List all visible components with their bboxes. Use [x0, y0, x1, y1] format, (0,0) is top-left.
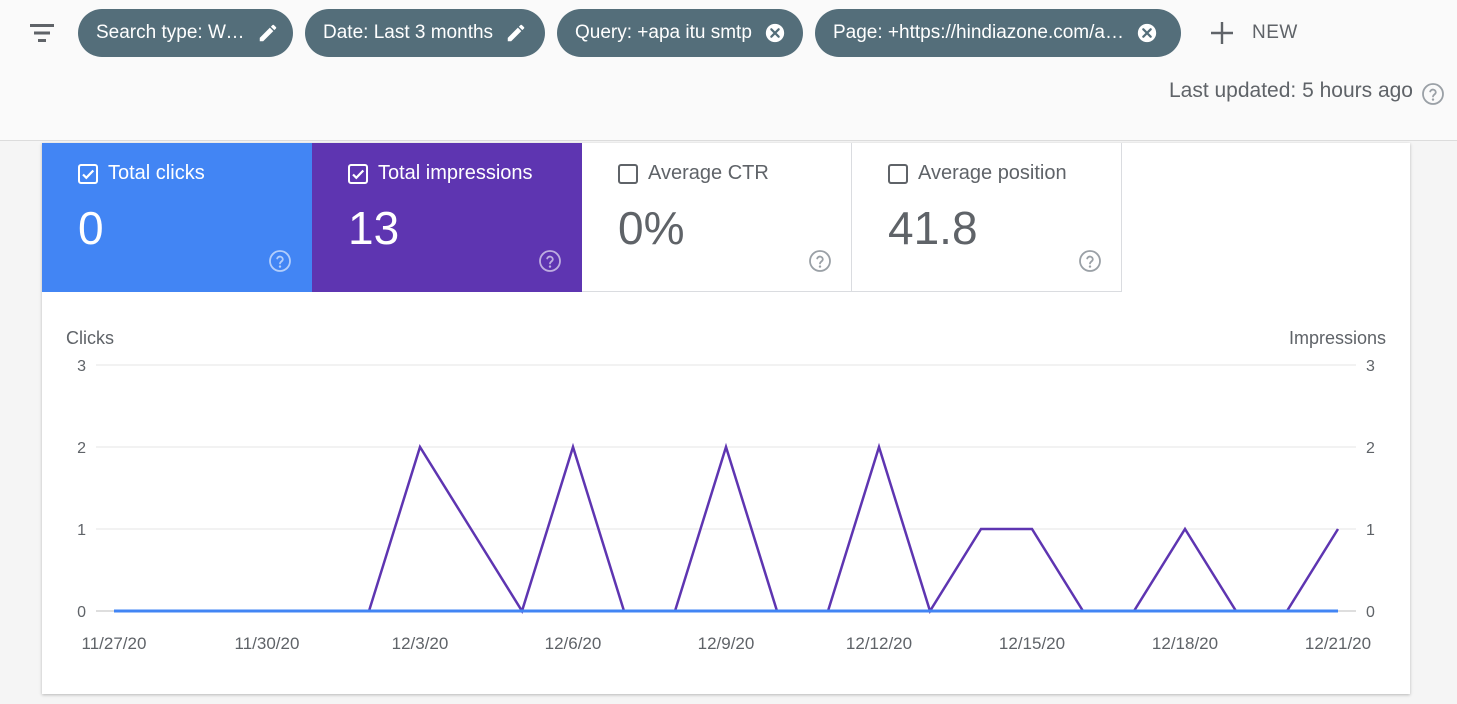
help-icon[interactable] [538, 249, 562, 273]
help-icon[interactable] [808, 249, 832, 273]
metric-label: Average position [918, 162, 1067, 184]
y-right-tick-label: 1 [1366, 522, 1375, 539]
x-tick-label: 12/18/20 [1152, 634, 1218, 653]
x-tick-label: 12/6/20 [545, 634, 602, 653]
checkbox-checked-icon[interactable] [78, 164, 98, 184]
metric-label: Total impressions [378, 162, 533, 184]
metric-average-ctr[interactable]: Average CTR 0% [582, 143, 852, 292]
new-filter-button[interactable]: NEW [1208, 16, 1298, 50]
metric-label: Total clicks [108, 162, 205, 184]
y-left-tick-label: 2 [77, 440, 86, 457]
metric-value: 41.8 [888, 202, 978, 254]
close-circle-icon[interactable] [764, 22, 786, 44]
chip-label: Page: +https://hindiazone.com/a… [833, 22, 1124, 43]
checkbox-unchecked-icon[interactable] [888, 164, 908, 184]
pencil-icon[interactable] [257, 22, 279, 44]
x-tick-label: 12/3/20 [392, 634, 449, 653]
y-right-tick-label: 3 [1366, 358, 1375, 375]
chip-search-type[interactable]: Search type: Web [78, 9, 293, 57]
x-tick-label: 11/30/20 [235, 634, 300, 653]
metric-total-clicks[interactable]: Total clicks 0 [42, 143, 312, 292]
performance-card: Total clicks 0 Total impressions 13 Aver… [42, 143, 1410, 694]
y-left-tick-label: 3 [77, 358, 86, 375]
metric-value: 0 [78, 202, 104, 254]
y-left-tick-label: 0 [77, 604, 86, 621]
x-tick-label: 12/9/20 [698, 634, 755, 653]
y-right-tick-label: 2 [1366, 440, 1375, 457]
chip-date[interactable]: Date: Last 3 months [305, 9, 545, 57]
last-updated-text: Last updated: 5 hours ago [1168, 79, 1413, 102]
plus-icon [1211, 22, 1233, 44]
chip-label: Date: Last 3 months [323, 22, 494, 43]
metric-average-position[interactable]: Average position 41.8 [852, 143, 1122, 292]
chip-label: Query: +apa itu smtp [575, 22, 752, 43]
metric-total-impressions[interactable]: Total impressions 13 [312, 143, 582, 292]
filter-list-icon[interactable] [28, 20, 56, 46]
metric-value: 13 [348, 202, 400, 254]
x-tick-label: 12/12/20 [846, 634, 912, 653]
chip-query[interactable]: Query: +apa itu smtp [557, 9, 803, 57]
x-tick-label: 11/27/20 [82, 634, 147, 653]
metric-label: Average CTR [648, 162, 769, 184]
left-axis-title: Clicks [66, 328, 114, 348]
help-icon[interactable] [268, 249, 292, 273]
y-right-tick-label: 0 [1366, 604, 1375, 621]
pencil-icon[interactable] [505, 22, 527, 44]
x-tick-label: 12/21/20 [1305, 634, 1371, 653]
top-filter-bar: Search type: Web Date: Last 3 months Que… [0, 0, 1457, 141]
x-tick-label: 12/15/20 [999, 634, 1065, 653]
help-icon[interactable] [1421, 82, 1445, 106]
help-icon[interactable] [1078, 249, 1102, 273]
new-filter-label: NEW [1252, 22, 1298, 43]
chip-label: Search type: Web [96, 22, 245, 43]
metric-value: 0% [618, 202, 685, 254]
close-circle-icon[interactable] [1136, 22, 1158, 44]
checkbox-unchecked-icon[interactable] [618, 164, 638, 184]
right-axis-title: Impressions [1289, 328, 1386, 348]
chip-page[interactable]: Page: +https://hindiazone.com/a… [815, 9, 1181, 57]
checkbox-checked-icon[interactable] [348, 164, 368, 184]
y-left-tick-label: 1 [77, 522, 86, 539]
series-line-impressions[interactable] [114, 442, 1340, 614]
